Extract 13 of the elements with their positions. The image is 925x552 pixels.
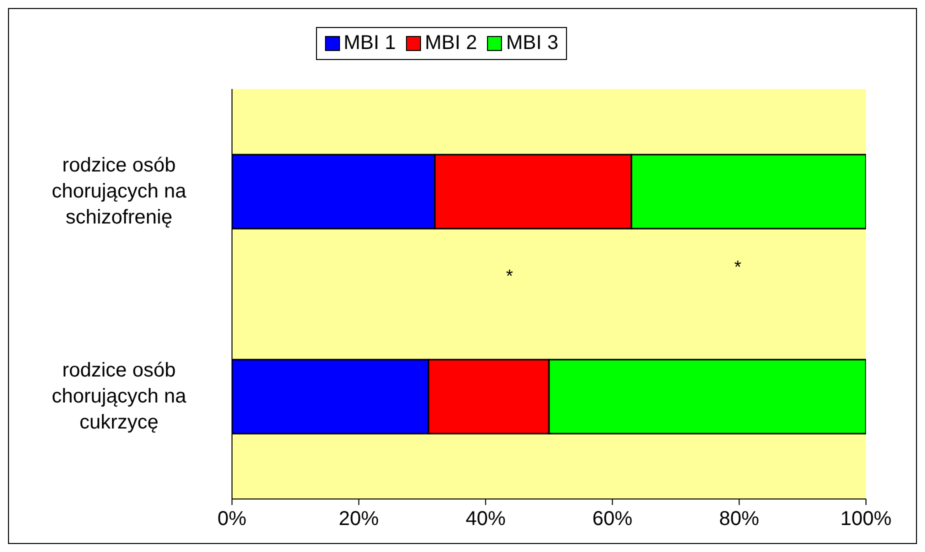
y-tick-label: rodzice osób chorujących na cukrzycę [52,360,188,434]
x-tick-label: 60% [592,508,633,530]
annotation: * [734,256,742,278]
x-tick-label: 0% [218,508,247,530]
x-tick-label: 20% [338,508,380,530]
annotation: * [506,266,513,286]
legend-label: MBI 2 [424,32,478,55]
x-tick-label: 40% [466,508,506,530]
legend-label: MBI 1 [342,32,396,55]
x-tick-label: 80% [719,508,760,530]
x-tick-label: 100% [840,508,892,530]
y-tick-label: rodzice osób chorujących na schizofrenię [52,154,188,228]
legend-label: MBI 3 [505,32,558,55]
